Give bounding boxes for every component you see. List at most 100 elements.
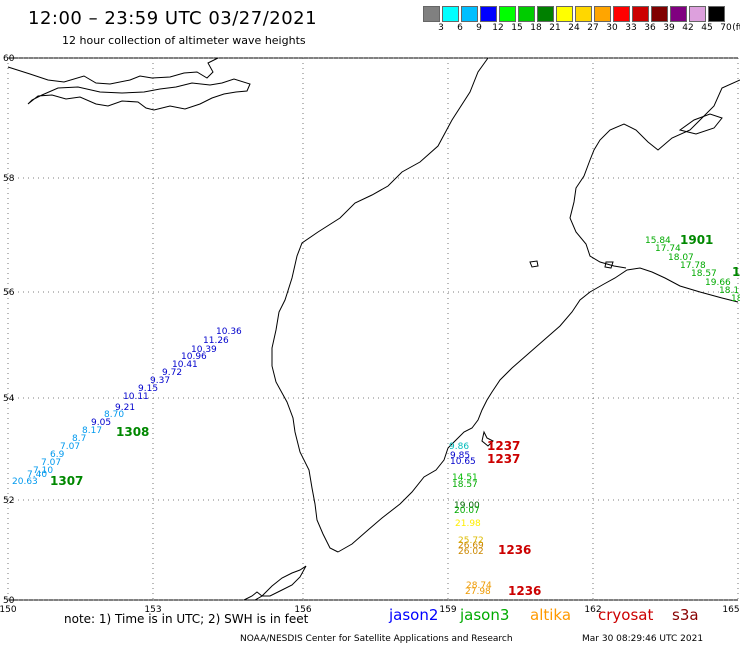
- wave-height-label: 8.70: [104, 410, 124, 420]
- scale-swatch: [651, 6, 668, 22]
- map-title: 12:00 – 23:59 UTC 03/27/2021: [28, 8, 318, 29]
- coastline-northeast: [569, 79, 740, 269]
- scale-swatch: [480, 6, 497, 22]
- wave-height-label: 8.17: [82, 426, 102, 436]
- pass-time-label: 1237: [487, 439, 520, 453]
- wave-height-label: 7.07: [41, 458, 61, 468]
- longitude-label: 156: [294, 605, 311, 615]
- scale-unit: (ft): [732, 23, 740, 33]
- latitude-label: 52: [3, 496, 14, 506]
- coastline-koni: [27, 78, 251, 111]
- wave-height-label: 17.78: [680, 261, 706, 271]
- scale-swatch: [518, 6, 535, 22]
- scale-label: 33: [625, 23, 637, 33]
- satellite-legend-s3a: s3a: [672, 606, 699, 624]
- latitude-label: 60: [3, 54, 15, 64]
- pass-time-label: 1308: [116, 425, 149, 439]
- wave-height-label: 19.66: [705, 278, 731, 288]
- pass-time-label: 1236: [498, 543, 531, 557]
- scale-swatch: [613, 6, 630, 22]
- map-subtitle: 12 hour collection of altimeter wave hei…: [62, 34, 306, 47]
- scale-label: 24: [568, 23, 580, 33]
- wave-height-label: 10.96: [181, 352, 207, 362]
- scale-label: 9: [476, 23, 482, 33]
- scale-label: 3: [438, 23, 444, 33]
- wave-height-label: 18.1: [719, 286, 739, 296]
- scale-swatch: [670, 6, 687, 22]
- wave-height-label: 15.84: [645, 236, 671, 246]
- wave-height-label: 9.85: [450, 451, 470, 461]
- wave-height-label: 26.69: [458, 541, 484, 551]
- wave-height-label: 18.57: [691, 269, 717, 279]
- scale-swatch: [499, 6, 516, 22]
- longitude-label: 162: [584, 605, 601, 615]
- scale-label: 15: [511, 23, 523, 33]
- wave-height-label: 7.10: [33, 466, 53, 476]
- wave-height-label: 10.11: [123, 392, 149, 402]
- longitude-label: 153: [144, 605, 161, 615]
- satellite-legend-altika: altika: [530, 606, 572, 624]
- latitude-label: 54: [3, 394, 15, 404]
- wave-height-label: 20.07: [454, 506, 480, 516]
- graticule: [7, 57, 739, 601]
- scale-swatch: [556, 6, 573, 22]
- wave-height-label: 28.74: [466, 581, 492, 591]
- wave-height-label: 18.57: [452, 480, 478, 490]
- longitude-label: 150: [0, 605, 17, 615]
- pass-time-label: 1236: [508, 584, 541, 598]
- wave-height-label: 9.72: [162, 368, 182, 378]
- wave-height-label: 18.07: [668, 253, 694, 263]
- wave-height-label: 10.39: [191, 345, 217, 355]
- wave-height-label: 9.86: [449, 442, 469, 452]
- wave-height-label: 17.74: [655, 244, 681, 254]
- pass-time-label: 1901: [680, 233, 713, 247]
- coastline-kurils: [243, 591, 263, 601]
- wave-height-label: 9.37: [150, 376, 170, 386]
- wave-height-label: 19.00: [454, 501, 480, 511]
- scale-swatch: [708, 6, 725, 22]
- scale-swatch: [689, 6, 706, 22]
- scale-swatch: [632, 6, 649, 22]
- wave-height-label: 9.21: [115, 403, 135, 413]
- satellite-legend-jason2: jason2: [389, 606, 439, 624]
- coastline-island-1: [529, 260, 539, 268]
- scale-label: 12: [492, 23, 504, 33]
- wave-height-label: 10.65: [450, 457, 476, 467]
- scale-swatch: [461, 6, 478, 22]
- satellite-legend-jason3: jason3: [460, 606, 510, 624]
- wave-height-label: 9.15: [138, 384, 158, 394]
- latitude-label: 56: [3, 288, 15, 298]
- footer-note: note: 1) Time is in UTC; 2) SWH is in fe…: [64, 612, 309, 626]
- wave-height-label: 7.07: [60, 442, 80, 452]
- wave-height-label: 6.9: [50, 450, 65, 460]
- wave-height-label: 9.05: [91, 418, 111, 428]
- wave-height-label: 26.02: [458, 547, 484, 557]
- scale-label: 27: [587, 23, 599, 33]
- scale-label: 36: [644, 23, 656, 33]
- wave-height-label: 10.36: [216, 327, 242, 337]
- satellite-legend-cryosat: cryosat: [598, 606, 654, 624]
- coastline-island-ne: [678, 113, 723, 135]
- wave-height-label: 25.72: [458, 536, 484, 546]
- scale-swatch: [442, 6, 459, 22]
- wave-height-label: 11.26: [203, 336, 229, 346]
- scale-label: 45: [701, 23, 713, 33]
- wave-height-label: 8.7: [72, 434, 86, 444]
- wave-height-label: 20.63: [12, 477, 38, 487]
- map-frame: [8, 57, 738, 601]
- credit-line: NOAA/NESDIS Center for Satellite Applica…: [240, 634, 513, 644]
- scale-swatch: [423, 6, 440, 22]
- coastline-east-kamchatka: [337, 267, 739, 553]
- latitude-label: 58: [3, 174, 15, 184]
- wave-height-labels: 10.3611.2610.3910.9610.419.729.379.1510.…: [12, 236, 740, 597]
- scale-swatch: [537, 6, 554, 22]
- longitude-label: 165: [722, 605, 739, 615]
- axis-labels: 150 153 156 159 162 165 60 58 56 54 52 50: [0, 54, 740, 615]
- coastline: [7, 57, 740, 601]
- coastline-shumshu: [260, 565, 307, 597]
- longitude-label: 159: [439, 605, 456, 615]
- scale-label: 30: [606, 23, 618, 33]
- scale-label: 42: [682, 23, 694, 33]
